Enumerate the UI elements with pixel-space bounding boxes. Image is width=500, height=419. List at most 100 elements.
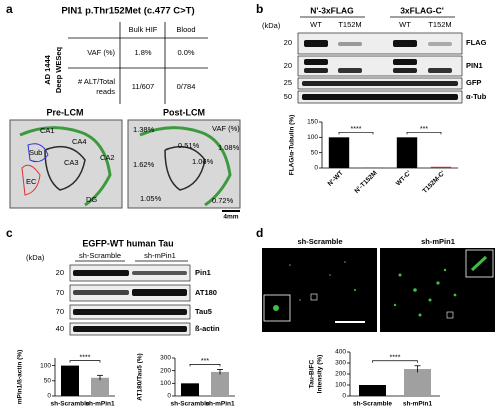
bar (91, 377, 109, 396)
bar (359, 385, 386, 396)
region-label: CA3 (64, 158, 79, 167)
group-label: sh-mPin1 (144, 251, 176, 260)
y-tick-label: 0 (314, 165, 318, 172)
kda-marker: 40 (56, 324, 64, 333)
kda-marker: 70 (56, 288, 64, 297)
y-tick-label: 50 (311, 149, 319, 156)
table-cell: 11/607 (132, 82, 154, 91)
image-title: Post-LCM (163, 107, 205, 117)
panel-label: d (256, 226, 263, 240)
blot-band (304, 68, 328, 73)
scale-label: 4mm (223, 214, 238, 221)
x-tick-label: sh-mPin1 (205, 401, 235, 408)
blot-band (393, 59, 417, 65)
spot (299, 299, 301, 301)
kda-marker: 70 (56, 307, 64, 316)
table-cell: 1.8% (134, 48, 151, 57)
y-axis-label: AT180/Tau5 (%) (137, 353, 144, 400)
significance-label: **** (390, 355, 401, 362)
blot-band (132, 289, 187, 296)
vaf-label: 1.38% (133, 125, 155, 134)
tissue-image (127, 119, 241, 209)
inset-marker (310, 293, 318, 301)
panel-title: EGFP-WT human Tau (82, 238, 173, 248)
x-tick-label: sh-Scramble (353, 401, 392, 408)
vaf-label: 1.05% (140, 194, 162, 203)
blot-label: PIN1 (466, 61, 483, 70)
blot-band (73, 309, 187, 315)
spot (443, 268, 447, 272)
bar (404, 369, 431, 396)
x-tick-label: N'-WT (327, 170, 345, 188)
blot-band (393, 40, 417, 47)
spot (398, 273, 402, 277)
spot (354, 289, 356, 291)
vaf-label: 1.08% (218, 143, 240, 152)
blot-label: ß-actin (195, 324, 220, 333)
kda-label: (kDa) (26, 253, 45, 262)
sample-label: AD 1444 (43, 54, 52, 84)
region-label: Sub (29, 148, 42, 157)
blot-band (304, 40, 328, 47)
region-outline (21, 164, 41, 196)
significance-bracket (338, 131, 374, 135)
y-axis-label: Tau-BiFC (309, 359, 316, 388)
bar (362, 167, 384, 168)
lane-label: WT (310, 20, 322, 29)
blot-band (304, 59, 328, 65)
blot-band (73, 270, 129, 276)
panel-label: b (256, 2, 263, 16)
legend-title: VAF (%) (212, 124, 240, 133)
row-label: # ALT/Total (78, 77, 115, 86)
image-title: Pre-LCM (46, 107, 83, 117)
spot (436, 281, 440, 285)
blot-label: Pin1 (195, 268, 211, 277)
blot-band (302, 81, 458, 86)
table-cell: 0/784 (177, 82, 196, 91)
blot-band (302, 94, 458, 100)
spot (329, 274, 331, 276)
x-tick-label: N'-T152M (353, 170, 378, 195)
sample-label: Deep WESeq (54, 46, 63, 93)
y-tick-label: 0 (167, 393, 171, 400)
y-tick-label: 0 (342, 393, 346, 400)
bar (328, 137, 350, 168)
spot (344, 261, 346, 263)
region-outline (19, 126, 112, 207)
spot (453, 293, 457, 297)
spot (418, 313, 422, 317)
x-tick-label: sh-mPin1 (403, 401, 433, 408)
x-tick-label: sh-mPin1 (85, 401, 115, 408)
significance-label: *** (201, 358, 209, 365)
x-tick-label: sh-Scramble (50, 401, 89, 408)
region-label: EC (26, 177, 37, 186)
blot-label: FLAG (466, 38, 487, 47)
blot-band (132, 271, 187, 275)
bar (61, 365, 79, 396)
blot-label: α-Tub (466, 92, 487, 101)
y-axis-label: Intensity (%) (317, 355, 324, 394)
blot-band (338, 68, 362, 73)
significance-bracket (69, 360, 101, 363)
table-header: Blood (176, 25, 195, 34)
row-label: VAF (%) (87, 48, 115, 57)
bar (211, 371, 229, 396)
blot-label: GFP (466, 78, 481, 87)
spot (393, 303, 397, 307)
x-tick-label: T152M-C' (421, 169, 447, 195)
table-cell: 0.0% (177, 48, 194, 57)
group-label: sh-Scramble (79, 251, 121, 260)
inset-spot (273, 305, 279, 311)
kda-marker: 20 (284, 61, 292, 70)
inset-spot (470, 255, 488, 272)
fluorescence-spots (289, 261, 457, 317)
vaf-label: 0.72% (212, 196, 234, 205)
blot-strip (69, 264, 191, 282)
spot (413, 288, 417, 292)
kda-marker: 25 (284, 78, 292, 87)
panel-label: c (6, 226, 13, 240)
spot (428, 298, 432, 302)
vaf-label: 1.06% (192, 157, 214, 166)
